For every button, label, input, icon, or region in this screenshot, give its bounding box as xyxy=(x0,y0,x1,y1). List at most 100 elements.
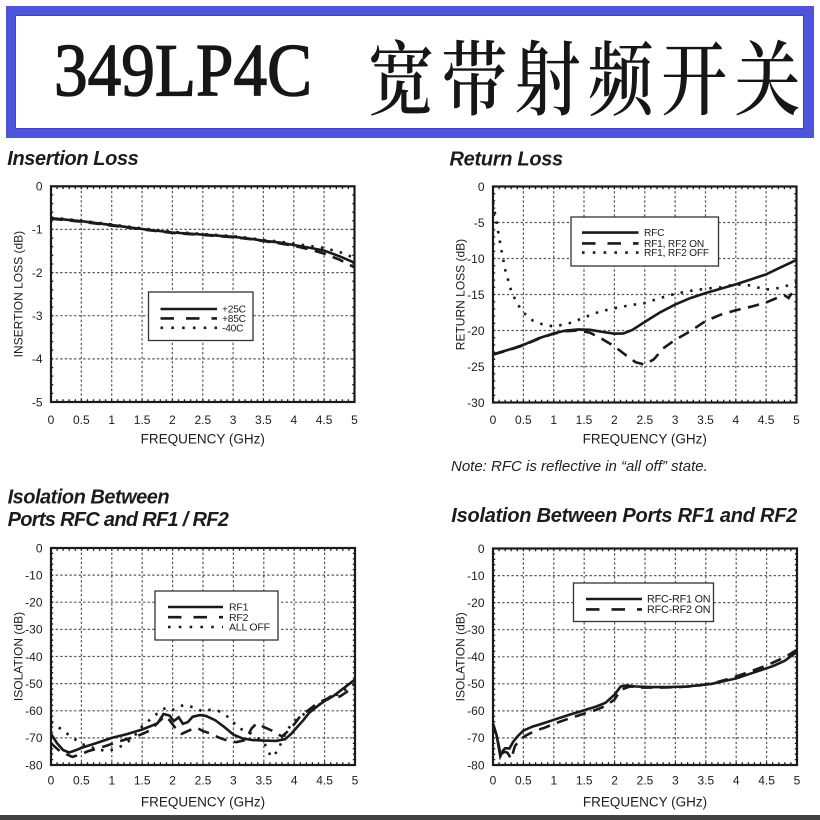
svg-text:-3: -3 xyxy=(32,309,43,323)
svg-text:1: 1 xyxy=(108,413,115,427)
svg-text:-40: -40 xyxy=(25,650,43,664)
svg-text:Isolation Between Ports RF1 an: Isolation Between Ports RF1 and RF2 xyxy=(451,505,797,527)
svg-text:5: 5 xyxy=(794,774,801,788)
svg-text:1: 1 xyxy=(108,774,115,788)
svg-text:0.5: 0.5 xyxy=(73,774,90,788)
svg-text:3.5: 3.5 xyxy=(697,413,714,427)
svg-text:1.5: 1.5 xyxy=(134,774,151,788)
svg-text:0.5: 0.5 xyxy=(73,413,90,427)
svg-text:3.5: 3.5 xyxy=(255,774,272,788)
svg-text:RFC-RF1 ON: RFC-RF1 ON xyxy=(647,594,710,606)
svg-text:4.5: 4.5 xyxy=(758,413,775,427)
svg-text:2: 2 xyxy=(611,413,618,427)
svg-text:-70: -70 xyxy=(467,731,485,745)
svg-text:4: 4 xyxy=(733,774,740,788)
svg-text:349LP4C: 349LP4C xyxy=(54,30,312,113)
svg-text:-30: -30 xyxy=(467,623,485,637)
svg-text:-30: -30 xyxy=(25,623,43,637)
svg-text:1: 1 xyxy=(550,774,557,788)
svg-text:Insertion Loss: Insertion Loss xyxy=(7,148,138,170)
svg-text:0: 0 xyxy=(48,774,55,788)
svg-text:+25C: +25C xyxy=(222,305,246,316)
svg-text:3: 3 xyxy=(230,413,237,427)
svg-text:2: 2 xyxy=(611,774,618,788)
svg-text:-10: -10 xyxy=(25,568,43,582)
svg-text:3: 3 xyxy=(672,413,679,427)
svg-text:Ports RFC and RF1 / RF2: Ports RFC and RF1 / RF2 xyxy=(8,509,229,531)
svg-text:1.5: 1.5 xyxy=(576,774,593,788)
svg-text:5: 5 xyxy=(793,413,800,427)
svg-text:4.5: 4.5 xyxy=(316,774,333,788)
svg-text:ISOLATION (dB): ISOLATION (dB) xyxy=(12,612,26,701)
svg-text:0.5: 0.5 xyxy=(515,413,532,427)
svg-text:2: 2 xyxy=(169,774,176,788)
svg-text:-60: -60 xyxy=(25,704,43,718)
svg-text:4: 4 xyxy=(290,413,297,427)
svg-text:Return Loss: Return Loss xyxy=(450,149,564,171)
svg-text:4: 4 xyxy=(291,774,298,788)
svg-text:2: 2 xyxy=(169,413,176,427)
svg-text:4.5: 4.5 xyxy=(316,413,333,427)
svg-text:-10: -10 xyxy=(467,569,485,583)
svg-text:FREQUENCY (GHz): FREQUENCY (GHz) xyxy=(583,432,707,447)
svg-text:-5: -5 xyxy=(474,216,485,230)
svg-text:+85C: +85C xyxy=(222,314,246,325)
svg-text:FREQUENCY (GHz): FREQUENCY (GHz) xyxy=(583,795,707,810)
svg-text:3.5: 3.5 xyxy=(697,774,714,788)
svg-text:-30: -30 xyxy=(467,396,485,410)
svg-text:RF2: RF2 xyxy=(229,612,249,624)
svg-text:FREQUENCY (GHz): FREQUENCY (GHz) xyxy=(141,432,265,447)
svg-text:0: 0 xyxy=(36,180,43,194)
svg-text:-20: -20 xyxy=(467,596,485,610)
svg-text:INSERTION LOSS (dB): INSERTION LOSS (dB) xyxy=(12,231,26,357)
svg-text:0.5: 0.5 xyxy=(515,774,532,788)
svg-text:0: 0 xyxy=(490,774,497,788)
svg-text:0: 0 xyxy=(36,541,43,555)
svg-text:Isolation Between: Isolation Between xyxy=(8,487,170,509)
svg-text:1.5: 1.5 xyxy=(134,413,151,427)
svg-text:2.5: 2.5 xyxy=(194,413,211,427)
svg-text:-2: -2 xyxy=(32,266,43,280)
svg-text:-50: -50 xyxy=(467,677,485,691)
svg-text:Note: RFC is reflective in “al: Note: RFC is reflective in “all off” sta… xyxy=(451,458,708,475)
svg-text:-40: -40 xyxy=(467,650,485,664)
svg-text:-80: -80 xyxy=(467,758,485,772)
svg-text:FREQUENCY (GHz): FREQUENCY (GHz) xyxy=(141,795,265,810)
svg-text:3.5: 3.5 xyxy=(255,413,272,427)
svg-text:-25: -25 xyxy=(467,360,485,374)
svg-text:-15: -15 xyxy=(467,288,485,302)
svg-text:-20: -20 xyxy=(467,324,485,338)
svg-text:3: 3 xyxy=(230,774,237,788)
svg-text:-20: -20 xyxy=(25,596,43,610)
svg-text:-10: -10 xyxy=(467,252,485,266)
svg-text:5: 5 xyxy=(352,774,359,788)
svg-text:RFC-RF2 ON: RFC-RF2 ON xyxy=(647,604,710,616)
svg-text:RF1, RF2 OFF: RF1, RF2 OFF xyxy=(644,248,709,259)
svg-text:1: 1 xyxy=(550,413,557,427)
svg-text:-80: -80 xyxy=(25,758,43,772)
svg-text:0: 0 xyxy=(478,180,485,194)
svg-text:ISOLATION (dB): ISOLATION (dB) xyxy=(454,612,468,701)
svg-text:0: 0 xyxy=(490,413,497,427)
svg-text:2.5: 2.5 xyxy=(637,774,654,788)
svg-text:-5: -5 xyxy=(32,395,43,409)
svg-text:RF1: RF1 xyxy=(229,602,249,614)
svg-text:ALL OFF: ALL OFF xyxy=(229,622,270,634)
svg-text:1.5: 1.5 xyxy=(576,413,593,427)
svg-text:0: 0 xyxy=(48,413,55,427)
svg-text:0: 0 xyxy=(478,542,485,556)
svg-text:-50: -50 xyxy=(25,677,43,691)
svg-text:-40C: -40C xyxy=(222,323,243,334)
svg-text:-4: -4 xyxy=(32,352,43,366)
svg-text:5: 5 xyxy=(351,413,358,427)
svg-text:3: 3 xyxy=(672,774,679,788)
svg-text:-70: -70 xyxy=(25,731,43,745)
svg-text:2.5: 2.5 xyxy=(636,413,653,427)
svg-text:RETURN LOSS (dB): RETURN LOSS (dB) xyxy=(454,239,468,350)
svg-text:4.5: 4.5 xyxy=(758,774,775,788)
svg-text:2.5: 2.5 xyxy=(195,774,212,788)
svg-text:RFC: RFC xyxy=(644,228,664,239)
svg-text:RF1, RF2 ON: RF1, RF2 ON xyxy=(644,239,704,250)
svg-text:-1: -1 xyxy=(32,223,43,237)
svg-text:4: 4 xyxy=(732,413,739,427)
